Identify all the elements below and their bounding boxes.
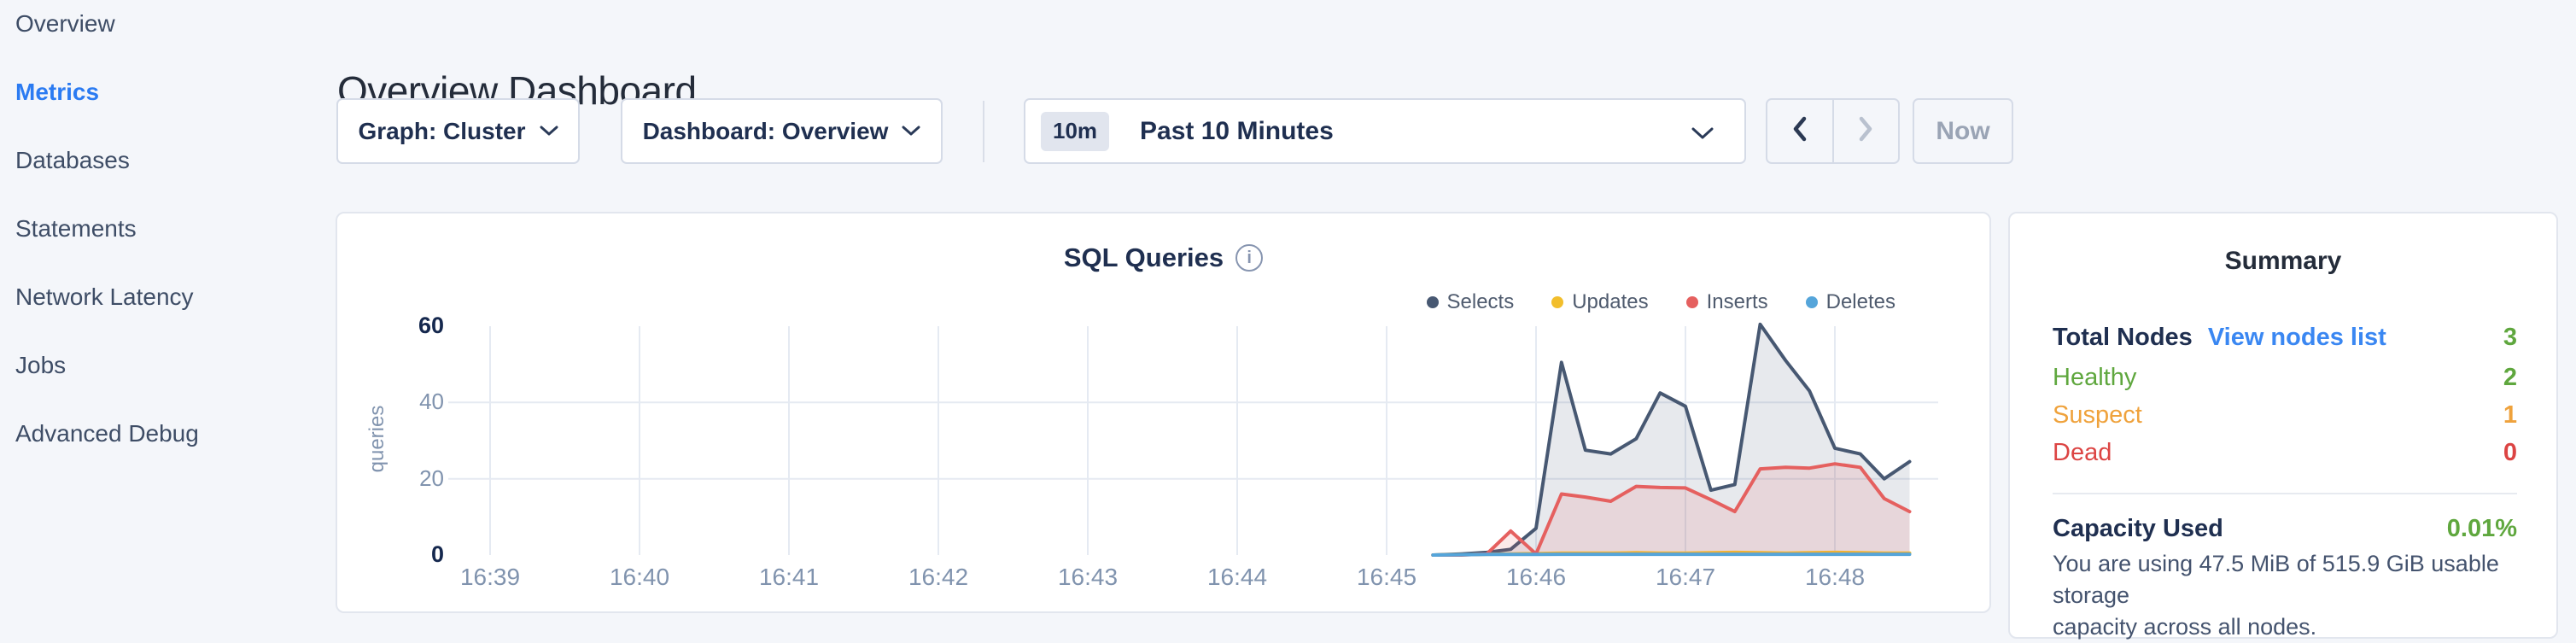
chevron-left-icon [1791, 115, 1808, 147]
inserts-legend-dot-icon [1685, 296, 1698, 308]
dead-label: Dead [2053, 439, 2112, 466]
sidebar-item-statements[interactable]: Statements [15, 215, 137, 242]
deletes-legend-dot-icon [1805, 296, 1818, 308]
capacity-used-value: 0.01% [2446, 515, 2517, 542]
x-tick-label: 16:46 [1505, 564, 1567, 590]
total-nodes-label: Total Nodes [2053, 324, 2193, 351]
legend-item-inserts: Inserts [1685, 290, 1768, 314]
x-tick-label: 16:43 [1057, 564, 1119, 590]
dead-value: 0 [2503, 439, 2517, 466]
y-tick-label: 40 [419, 389, 444, 415]
chevron-right-icon [1857, 115, 1874, 147]
sidebar-item-network-latency[interactable]: Network Latency [15, 284, 194, 310]
y-tick-label: 0 [430, 541, 444, 567]
next-time-button[interactable] [1834, 100, 1899, 162]
total-nodes-value: 3 [2503, 324, 2517, 351]
previous-time-button[interactable] [1767, 100, 1834, 162]
sidebar-nav-list: Overview Metrics Databases Statements Ne… [0, 0, 336, 468]
info-icon[interactable]: i [1235, 244, 1264, 272]
dashboard-dropdown[interactable]: Dashboard: Overview [621, 98, 943, 164]
controls-divider [983, 101, 984, 162]
chevron-down-icon [1691, 127, 1714, 140]
x-tick-label: 16:48 [1804, 564, 1866, 590]
healthy-label: Healthy [2053, 364, 2137, 391]
sidebar-item-jobs[interactable]: Jobs [15, 352, 67, 378]
capacity-note-line1: You are using 47.5 MiB of 515.9 GiB usab… [2053, 551, 2499, 608]
dead-nodes-row: Dead 0 [2053, 439, 2517, 467]
sidebar-item-advanced-debug[interactable]: Advanced Debug [15, 420, 199, 447]
summary-title: Summary [2224, 247, 2342, 275]
legend-label: Deletes [1825, 290, 1895, 313]
sidebar: Overview Metrics Databases Statements Ne… [0, 0, 336, 623]
updates-legend-dot-icon [1551, 296, 1564, 308]
legend-label: Inserts [1706, 290, 1768, 313]
time-step-button-group [1766, 98, 1900, 164]
capacity-note: You are using 47.5 MiB of 515.9 GiB usab… [2053, 548, 2522, 643]
chevron-down-icon [540, 126, 558, 137]
capacity-used-label: Capacity Used [2053, 515, 2223, 542]
healthy-value: 2 [2503, 364, 2517, 391]
graph-dropdown[interactable]: Graph: Cluster [336, 98, 580, 164]
chart-legend: Selects Updates Inserts Deletes [1426, 290, 1895, 314]
x-tick-label: 16:42 [908, 564, 969, 590]
chevron-down-icon [902, 126, 920, 137]
sql-queries-plot [448, 322, 1938, 557]
capacity-used-row: Capacity Used 0.01% [2053, 515, 2517, 543]
y-tick-label: 60 [418, 313, 444, 338]
chart-title-row: SQL Queries i [337, 243, 1989, 273]
total-nodes-row: Total Nodes View nodes list 3 [2053, 324, 2517, 352]
dashboard-dropdown-label: Dashboard: Overview [642, 117, 889, 144]
view-nodes-list-link[interactable]: View nodes list [2207, 324, 2386, 351]
legend-label: Selects [1446, 290, 1515, 313]
x-tick-label: 16:39 [459, 564, 521, 590]
selects-legend-dot-icon [1426, 296, 1439, 308]
legend-item-deletes: Deletes [1805, 290, 1895, 314]
graph-dropdown-label: Graph: Cluster [358, 117, 526, 144]
legend-item-updates: Updates [1551, 290, 1649, 314]
summary-divider [2053, 493, 2517, 494]
time-range-dropdown[interactable]: 10m Past 10 Minutes [1024, 98, 1746, 164]
legend-item-selects: Selects [1426, 290, 1515, 314]
y-tick-label: 20 [419, 465, 444, 491]
sidebar-item-metrics[interactable]: Metrics [15, 79, 100, 105]
time-range-badge: 10m [1041, 111, 1110, 151]
suspect-nodes-row: Suspect 1 [2053, 401, 2517, 430]
time-range-label: Past 10 Minutes [1140, 116, 1334, 145]
x-tick-label: 16:47 [1655, 564, 1716, 590]
suspect-value: 1 [2503, 401, 2517, 429]
sidebar-item-overview[interactable]: Overview [15, 10, 115, 37]
sidebar-item-databases[interactable]: Databases [15, 147, 130, 173]
x-tick-label: 16:41 [758, 564, 820, 590]
capacity-note-line2: capacity across all nodes. [2053, 614, 2317, 640]
summary-panel: Summary Total Nodes View nodes list 3 He… [2008, 212, 2558, 640]
sql-queries-chart-panel: SQL Queries i Selects Updates Inserts Delet… [336, 212, 1991, 613]
suspect-label: Suspect [2053, 401, 2142, 429]
x-tick-label: 16:45 [1356, 564, 1417, 590]
x-tick-label: 16:40 [609, 564, 670, 590]
x-tick-label: 16:44 [1206, 564, 1268, 590]
healthy-nodes-row: Healthy 2 [2053, 364, 2517, 392]
legend-label: Updates [1572, 290, 1649, 313]
chart-title: SQL Queries [1063, 243, 1224, 272]
now-button[interactable]: Now [1913, 98, 2013, 164]
